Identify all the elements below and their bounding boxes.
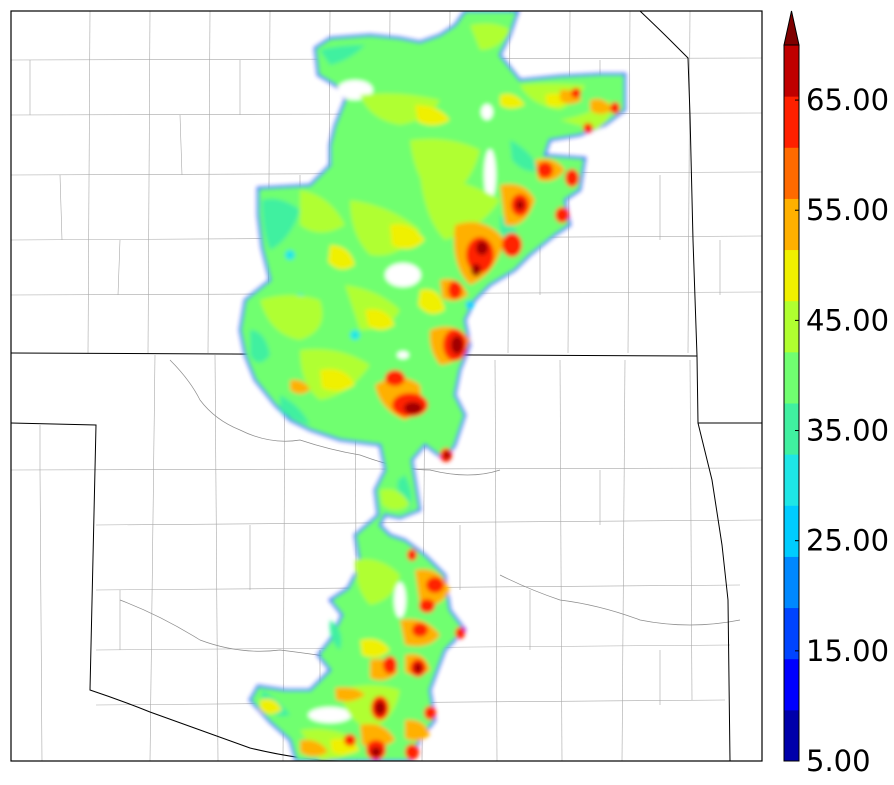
colorbar-segment — [784, 96, 799, 148]
colorbar-tick-label: 55.00 — [806, 193, 889, 227]
colorbar-segment — [784, 607, 799, 660]
colorbar-extend-triangle — [783, 10, 800, 46]
colorbar-segment — [784, 147, 799, 199]
precip-field — [238, 11, 626, 761]
colorbar-segment — [784, 198, 799, 251]
colorbar-segment — [784, 249, 799, 302]
colorbar-segment — [784, 709, 799, 762]
colorbar-segments — [784, 45, 799, 762]
missouri-border — [639, 11, 698, 357]
colorbar-segment — [784, 300, 799, 353]
colorbar-segment — [784, 505, 799, 557]
map-frame — [10, 10, 763, 762]
colorbar-segment — [784, 454, 799, 506]
colorbar-labels: 5.00 15.00 25.00 35.00 45.00 55.00 65.00 — [795, 83, 889, 778]
map-panel — [10, 10, 763, 762]
colorbar-segment — [784, 351, 799, 404]
colorbar-tick-label: 5.00 — [806, 744, 871, 778]
colorbar-tick-label: 65.00 — [806, 83, 889, 117]
colorbar-segment — [784, 658, 799, 711]
colorbar-segment — [784, 556, 799, 609]
colorbar-segment — [784, 45, 799, 97]
colorbar-segment — [784, 403, 799, 455]
texas-border — [697, 422, 731, 761]
colorbar-tick-label: 45.00 — [806, 303, 889, 337]
colorbar-tick-label: 25.00 — [806, 524, 889, 558]
colorbar-tick-label: 35.00 — [806, 414, 889, 448]
colorbar-frame — [783, 44, 800, 762]
colorbar: 5.00 15.00 25.00 35.00 45.00 55.00 65.00 — [783, 10, 889, 778]
colorbar-tick-label: 15.00 — [806, 634, 889, 668]
